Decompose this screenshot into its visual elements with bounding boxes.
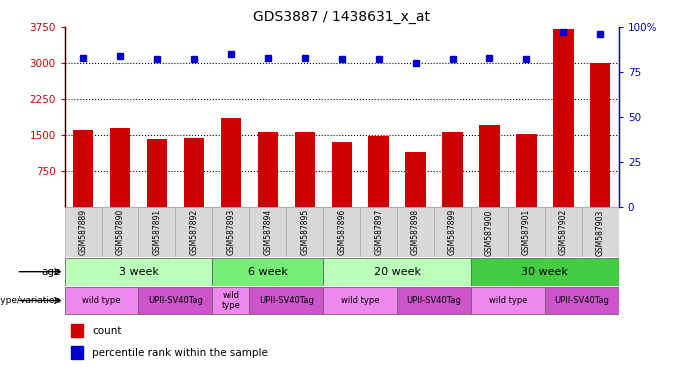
Title: GDS3887 / 1438631_x_at: GDS3887 / 1438631_x_at: [253, 10, 430, 25]
Bar: [294, 132, 315, 207]
FancyBboxPatch shape: [471, 207, 508, 257]
Text: UPII-SV40Tag: UPII-SV40Tag: [259, 296, 313, 305]
Text: genotype/variation: genotype/variation: [0, 296, 61, 305]
Bar: [73, 130, 93, 207]
Bar: [71, 346, 83, 359]
FancyBboxPatch shape: [508, 207, 545, 257]
Bar: [147, 139, 167, 207]
Text: GSM587893: GSM587893: [226, 209, 235, 255]
Text: age: age: [42, 266, 61, 277]
Bar: [221, 118, 241, 207]
FancyBboxPatch shape: [545, 207, 582, 257]
FancyBboxPatch shape: [471, 258, 619, 286]
FancyBboxPatch shape: [323, 207, 360, 257]
Text: GSM587899: GSM587899: [448, 209, 457, 255]
FancyBboxPatch shape: [397, 207, 434, 257]
Text: UPII-SV40Tag: UPII-SV40Tag: [148, 296, 203, 305]
Text: GSM587900: GSM587900: [485, 209, 494, 255]
Bar: [332, 142, 352, 207]
Text: GSM587892: GSM587892: [190, 209, 199, 255]
FancyBboxPatch shape: [286, 207, 323, 257]
Bar: [258, 132, 278, 207]
FancyBboxPatch shape: [101, 207, 139, 257]
Text: GSM587901: GSM587901: [522, 209, 531, 255]
Text: 30 week: 30 week: [522, 266, 568, 277]
Bar: [405, 152, 426, 207]
Text: wild type: wild type: [489, 296, 527, 305]
Bar: [184, 137, 204, 207]
Text: GSM587891: GSM587891: [152, 209, 161, 255]
FancyBboxPatch shape: [323, 286, 397, 314]
Text: wild type: wild type: [341, 296, 379, 305]
FancyBboxPatch shape: [582, 207, 619, 257]
FancyBboxPatch shape: [360, 207, 397, 257]
Bar: [110, 128, 130, 207]
FancyBboxPatch shape: [139, 286, 212, 314]
FancyBboxPatch shape: [250, 286, 323, 314]
Bar: [479, 124, 500, 207]
Text: 20 week: 20 week: [373, 266, 421, 277]
FancyBboxPatch shape: [250, 207, 286, 257]
Bar: [369, 136, 389, 207]
Text: percentile rank within the sample: percentile rank within the sample: [92, 348, 268, 358]
Text: count: count: [92, 326, 122, 336]
FancyBboxPatch shape: [545, 286, 619, 314]
FancyBboxPatch shape: [65, 258, 212, 286]
FancyBboxPatch shape: [212, 258, 323, 286]
Text: GSM587896: GSM587896: [337, 209, 346, 255]
FancyBboxPatch shape: [397, 286, 471, 314]
Text: GSM587903: GSM587903: [596, 209, 605, 255]
Text: UPII-SV40Tag: UPII-SV40Tag: [554, 296, 609, 305]
Text: wild
type: wild type: [222, 291, 240, 310]
Text: GSM587898: GSM587898: [411, 209, 420, 255]
FancyBboxPatch shape: [65, 286, 139, 314]
Bar: [590, 63, 611, 207]
FancyBboxPatch shape: [434, 207, 471, 257]
FancyBboxPatch shape: [65, 207, 101, 257]
Text: 3 week: 3 week: [118, 266, 158, 277]
Text: GSM587889: GSM587889: [79, 209, 88, 255]
Text: UPII-SV40Tag: UPII-SV40Tag: [407, 296, 462, 305]
FancyBboxPatch shape: [212, 207, 250, 257]
Text: GSM587894: GSM587894: [263, 209, 272, 255]
FancyBboxPatch shape: [471, 286, 545, 314]
Bar: [71, 324, 83, 337]
Text: 6 week: 6 week: [248, 266, 288, 277]
Text: wild type: wild type: [82, 296, 121, 305]
FancyBboxPatch shape: [139, 207, 175, 257]
Text: GSM587895: GSM587895: [301, 209, 309, 255]
FancyBboxPatch shape: [323, 258, 471, 286]
Text: GSM587897: GSM587897: [374, 209, 383, 255]
FancyBboxPatch shape: [175, 207, 212, 257]
Bar: [554, 29, 573, 207]
Bar: [516, 134, 537, 207]
Text: GSM587890: GSM587890: [116, 209, 124, 255]
Text: GSM587902: GSM587902: [559, 209, 568, 255]
Bar: [443, 132, 462, 207]
FancyBboxPatch shape: [212, 286, 250, 314]
